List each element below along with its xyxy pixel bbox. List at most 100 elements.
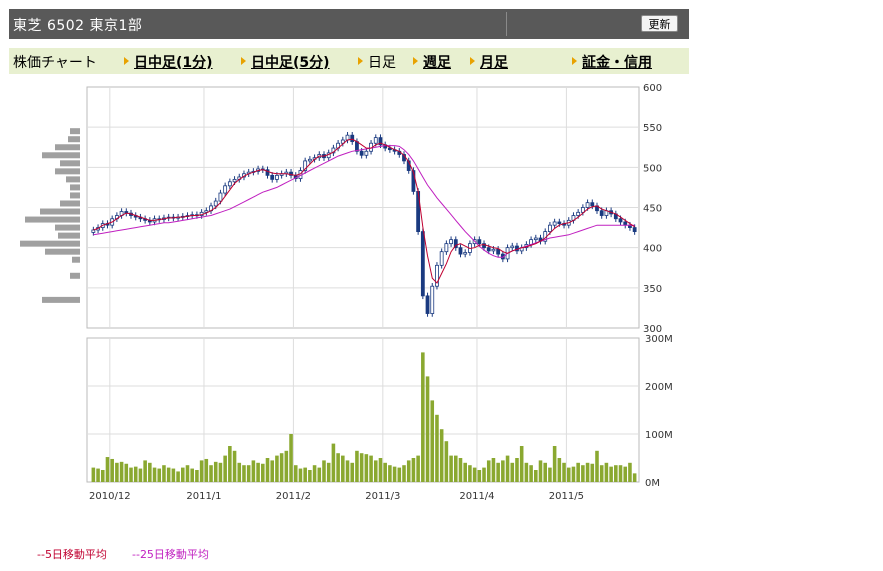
candle-body <box>303 160 308 171</box>
refresh-button[interactable]: 更新 <box>641 15 678 32</box>
volume-bar <box>96 468 100 482</box>
volume-bar <box>100 470 105 482</box>
volume-bar <box>293 465 298 482</box>
x-tick-label: 2011/4 <box>459 491 494 502</box>
volume-bar <box>336 453 340 482</box>
price-tick-label: 550 <box>643 123 662 134</box>
volume-bar <box>171 468 176 482</box>
volume-bar <box>435 414 439 482</box>
volume-profile-bar <box>55 144 80 151</box>
arrow-right-icon <box>358 57 363 65</box>
volume-bar <box>261 463 265 482</box>
volume-bar <box>246 465 251 482</box>
candle-body <box>420 231 425 297</box>
volume-bar <box>133 466 138 482</box>
title-divider <box>506 12 507 36</box>
volume-bar <box>548 467 552 482</box>
volume-bar <box>232 450 237 482</box>
candle-body <box>552 221 557 226</box>
volume-profile-bar <box>40 208 80 215</box>
candle-body <box>557 221 562 224</box>
volume-bar <box>279 453 284 482</box>
candle-body <box>359 150 364 156</box>
candle-body <box>482 243 486 249</box>
candle-body <box>289 171 293 176</box>
tab-intraday-1min[interactable]: 日中足(1分) <box>124 52 213 72</box>
volume-bar <box>566 467 571 482</box>
volume-bar <box>576 462 580 482</box>
volume-bar <box>458 458 463 482</box>
tab-margin-credit[interactable]: 証金・信用 <box>572 52 652 72</box>
stock-title: 東芝 6502 東京1部 <box>13 18 143 34</box>
volume-bar <box>218 462 223 482</box>
volume-bar <box>595 450 599 482</box>
candle-body <box>439 251 444 266</box>
x-tick-label: 2011/2 <box>276 491 311 502</box>
volume-bar <box>190 468 194 482</box>
candle-body <box>232 178 237 183</box>
volume-profile-bar <box>68 136 80 143</box>
candle-body <box>477 239 482 245</box>
candle-body <box>618 218 623 223</box>
candle-body <box>580 207 585 213</box>
volume-bar <box>199 460 204 482</box>
volume-bar <box>129 467 133 482</box>
volume-bar <box>491 458 496 482</box>
volume-bar <box>345 460 350 482</box>
candle-body <box>449 239 453 245</box>
candle-body <box>453 239 458 249</box>
candle-body <box>307 158 312 162</box>
volume-bar <box>359 453 364 482</box>
volume-bar <box>496 462 500 482</box>
volume-bar <box>115 462 119 482</box>
volume-profile-bar <box>55 224 80 231</box>
tab-intraday-5min[interactable]: 日中足(5分) <box>241 52 330 72</box>
candle-body <box>275 174 279 180</box>
tab-stock-chart: 株価チャート <box>13 52 97 72</box>
volume-bar <box>510 462 515 482</box>
volume-bar <box>242 465 246 482</box>
volume-bar <box>392 466 397 482</box>
volume-bar <box>557 458 562 482</box>
volume-bar <box>341 455 345 482</box>
price-tick-label: 450 <box>643 204 662 215</box>
volume-bar <box>265 458 270 482</box>
volume-bar <box>110 458 114 482</box>
arrow-right-icon <box>470 57 475 65</box>
volume-bar <box>185 465 190 482</box>
candle-body <box>411 170 416 192</box>
volume-bar <box>213 461 218 482</box>
volume-bar <box>519 446 524 482</box>
volume-bar <box>105 457 110 482</box>
volume-bar <box>477 470 482 482</box>
volume-bar <box>590 463 595 482</box>
volume-bar <box>534 470 538 482</box>
volume-bar <box>623 466 628 482</box>
volume-bar <box>308 470 312 482</box>
volume-bar <box>609 466 613 482</box>
price-tick-label: 400 <box>643 244 662 255</box>
volume-bar <box>632 473 637 482</box>
volume-bar <box>326 462 331 482</box>
volume-profile-bar <box>58 232 80 239</box>
volume-bar <box>421 352 425 482</box>
tab-weekly[interactable]: 週足 <box>413 52 451 72</box>
candle-body <box>435 264 439 287</box>
volume-profile-bar <box>70 184 80 191</box>
chart-tab-bar: 株価チャート 日中足(1分) 日中足(5分) 日足 週足 月足 証金・信用 <box>9 48 689 74</box>
tab-label: 月足 <box>480 55 508 71</box>
volume-bar <box>143 460 147 482</box>
volume-profile-bar <box>20 240 80 247</box>
volume-bar <box>402 465 406 482</box>
volume-bar <box>350 462 355 482</box>
candle-body <box>496 248 501 255</box>
tab-label: 証金・信用 <box>582 55 652 71</box>
arrow-right-icon <box>572 57 577 65</box>
volume-bar <box>472 467 477 482</box>
volume-bar <box>284 450 289 482</box>
price-tick-label: 500 <box>643 163 662 174</box>
volume-tick-label: 0M <box>645 478 660 489</box>
volume-bar <box>411 458 416 482</box>
tab-monthly[interactable]: 月足 <box>470 52 508 72</box>
candle-body <box>430 285 435 314</box>
